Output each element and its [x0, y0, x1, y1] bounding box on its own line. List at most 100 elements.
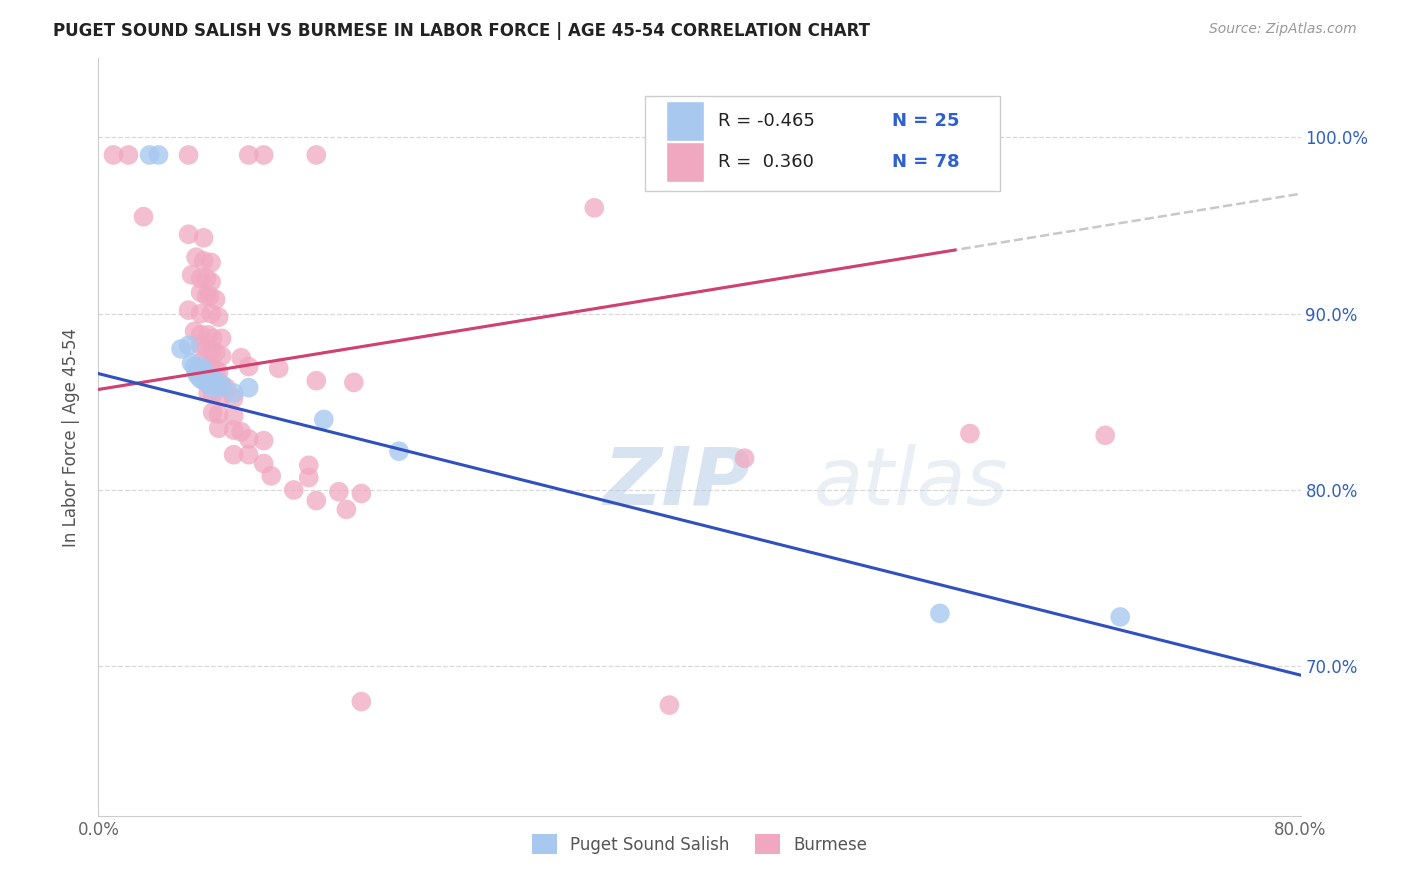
Point [215, 381, 238, 395]
Point [170, 342, 193, 356]
Point [231, 425, 253, 439]
Point [204, 363, 226, 377]
Point [238, 432, 260, 446]
Point [929, 607, 952, 621]
Point [197, 327, 219, 342]
Point [190, 338, 212, 352]
Point [200, 307, 222, 321]
Point [200, 372, 222, 386]
Bar [666, 101, 704, 141]
Point [335, 502, 357, 516]
Point [177, 148, 200, 162]
Point [195, 289, 218, 303]
Point [190, 327, 212, 342]
Point [177, 338, 200, 352]
Point [200, 255, 222, 269]
Point [204, 345, 226, 359]
Point [267, 361, 290, 376]
Point [184, 365, 207, 379]
Point [260, 468, 283, 483]
Point [195, 359, 218, 374]
Point [388, 444, 411, 458]
Point [138, 148, 160, 162]
Point [238, 448, 260, 462]
Point [238, 381, 260, 395]
Point [103, 148, 125, 162]
Point [190, 285, 212, 300]
Point [298, 470, 321, 484]
Point [132, 210, 155, 224]
Point [195, 374, 218, 388]
Point [117, 148, 139, 162]
Point [204, 374, 226, 388]
Point [298, 458, 321, 473]
Point [231, 351, 253, 365]
Text: N = 78: N = 78 [891, 153, 959, 171]
Point [211, 390, 233, 404]
Point [198, 289, 221, 303]
Point [195, 271, 218, 285]
Text: PUGET SOUND SALISH VS BURMESE IN LABOR FORCE | AGE 45-54 CORRELATION CHART: PUGET SOUND SALISH VS BURMESE IN LABOR F… [53, 22, 870, 40]
Point [208, 407, 231, 421]
Point [177, 227, 200, 242]
Text: Source: ZipAtlas.com: Source: ZipAtlas.com [1209, 22, 1357, 37]
Point [350, 486, 373, 500]
Point [211, 349, 233, 363]
Legend: Puget Sound Salish, Burmese: Puget Sound Salish, Burmese [526, 827, 873, 861]
Point [222, 409, 245, 423]
Point [222, 423, 245, 437]
Point [222, 448, 245, 462]
Point [208, 381, 231, 395]
Point [959, 426, 981, 441]
Point [1109, 610, 1132, 624]
Text: ZIP: ZIP [603, 443, 751, 522]
Point [200, 343, 222, 358]
Point [211, 379, 233, 393]
Point [200, 359, 222, 374]
Point [195, 368, 218, 383]
Point [253, 148, 276, 162]
Point [190, 356, 212, 370]
Point [193, 363, 215, 377]
Point [305, 374, 328, 388]
Point [190, 307, 212, 321]
Point [187, 368, 209, 383]
Point [734, 451, 756, 466]
Point [195, 342, 218, 356]
Point [211, 331, 233, 345]
Text: R =  0.360: R = 0.360 [717, 153, 814, 171]
Point [197, 386, 219, 401]
Point [204, 293, 226, 307]
Point [1094, 428, 1116, 442]
Point [211, 377, 233, 392]
Bar [666, 142, 704, 182]
Point [238, 148, 260, 162]
Point [193, 231, 215, 245]
Point [183, 359, 205, 374]
Point [350, 695, 373, 709]
Point [208, 310, 231, 325]
Point [208, 421, 231, 435]
Text: N = 25: N = 25 [891, 112, 959, 130]
Point [583, 201, 606, 215]
Point [201, 405, 224, 419]
Point [222, 392, 245, 406]
FancyBboxPatch shape [645, 96, 1000, 191]
Point [253, 457, 276, 471]
Point [201, 388, 224, 402]
Point [305, 493, 328, 508]
Point [283, 483, 305, 497]
Point [253, 434, 276, 448]
Point [238, 359, 260, 374]
Point [190, 372, 212, 386]
Point [180, 356, 202, 370]
Point [658, 698, 681, 712]
Point [184, 250, 207, 264]
Point [200, 376, 222, 390]
Point [190, 359, 212, 374]
Point [193, 253, 215, 268]
Point [193, 374, 215, 388]
Point [204, 377, 226, 392]
Point [222, 386, 245, 401]
Point [208, 365, 231, 379]
